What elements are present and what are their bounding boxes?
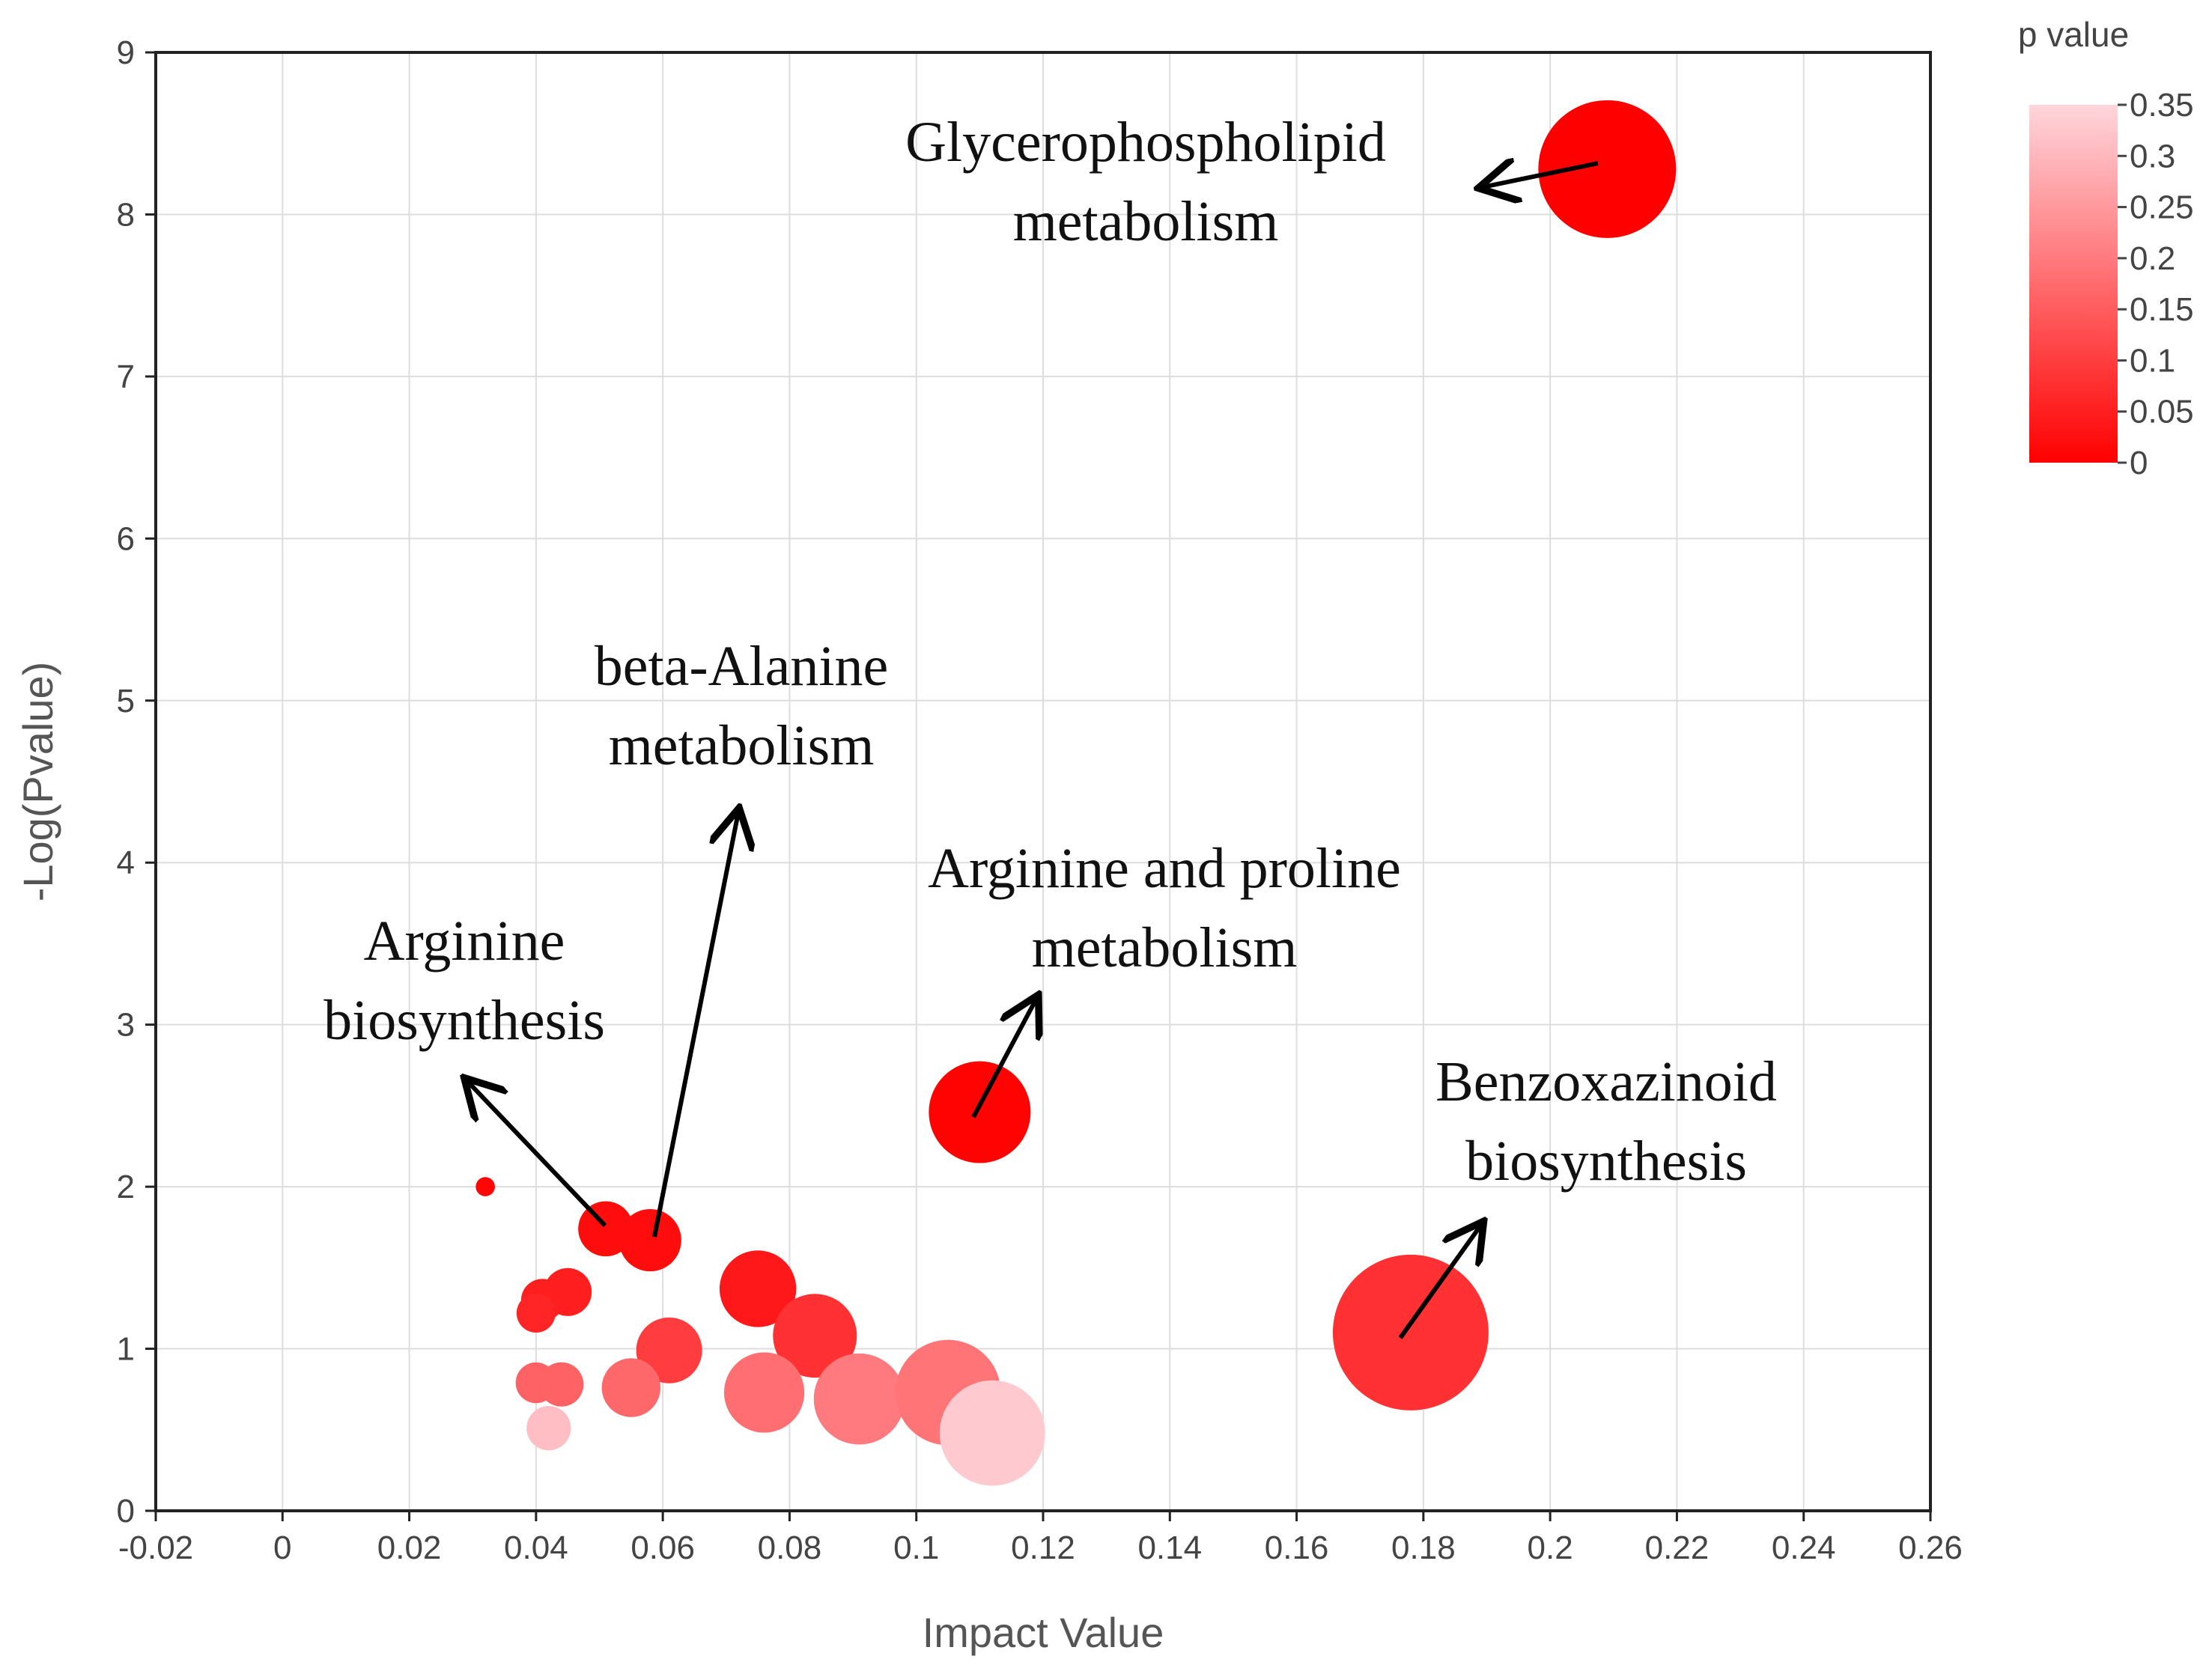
annotation-label: beta-Alanine metabolism [595,635,888,777]
y-tick-label: 5 [117,683,135,719]
y-tick-label: 7 [117,359,135,395]
annotation-line: biosynthesis [323,989,605,1052]
data-point [601,1358,661,1417]
data-point [475,1177,495,1196]
x-tick-label: 0.16 [1265,1530,1329,1566]
data-point [929,1061,1031,1163]
annotation-arrows [467,163,1599,1339]
y-tick-label: 2 [117,1169,135,1205]
annotation-label: Arginine biosynthesis [323,910,605,1052]
x-tick-label: 0 [273,1530,291,1566]
y-tick-label: 8 [117,196,135,233]
annotation-arrow [1398,1225,1481,1339]
x-tick-label: 0.04 [504,1530,568,1566]
y-tick-label: 4 [117,844,135,881]
data-point [1538,100,1677,238]
y-tick-label: 1 [117,1331,135,1368]
y-tick-label: 0 [117,1493,135,1530]
y-axis-title: -Log(Pvalue) [14,662,61,902]
colorbar-tick-label: 0.2 [2130,240,2175,277]
y-axis-ticks: 0 1 2 3 4 5 6 7 8 9 [117,34,156,1530]
annotation-label: Glycerophospholipid metabolism [905,111,1386,253]
colorbar-tick-label: 0.35 [2130,87,2194,124]
x-tick-label: 0.08 [758,1530,822,1566]
colorbar-title: p value [2018,15,2129,54]
annotation-line: Arginine and proline [928,837,1401,900]
annotation-line: metabolism [1013,190,1279,253]
x-tick-label: 0.18 [1391,1530,1456,1566]
data-point [773,1294,857,1378]
x-tick-label: 0.02 [377,1530,442,1566]
data-point [939,1380,1045,1486]
data-point [1332,1254,1489,1410]
x-tick-label: 0.06 [630,1530,695,1566]
annotation-arrow [971,999,1036,1119]
annotation-label: Benzoxazinoid biosynthesis [1435,1050,1777,1193]
colorbar-tick-label: 0.25 [2130,189,2194,226]
colorbar-gradient [2029,105,2118,463]
data-point [636,1317,702,1384]
data-point [539,1362,584,1407]
x-axis-title: Impact Value [923,1609,1164,1656]
data-point [526,1406,571,1451]
annotation-line: metabolism [1032,916,1298,979]
annotation-arrow [1483,163,1599,187]
annotations: Glycerophospholipidmetabolismbeta-Alanin… [323,111,1777,1193]
annotation-line: biosynthesis [1465,1130,1747,1193]
x-axis-ticks: -0.02 0 0.02 0.04 0.06 0.08 0.1 0.12 0.14 0.16 0.1… [118,1511,1963,1566]
y-tick-label: 3 [117,1007,135,1044]
colorbar-tick-label: 0.05 [2130,394,2194,430]
x-tick-label: 0.1 [893,1530,939,1566]
grid-lines [155,52,1931,1512]
x-tick-label: 0.22 [1645,1530,1710,1566]
x-tick-label: 0.26 [1898,1530,1963,1566]
annotation-arrow [467,1081,607,1228]
x-tick-label: 0.2 [1528,1530,1573,1566]
x-tick-label: 0.24 [1772,1530,1836,1566]
annotation-line: beta-Alanine [595,635,888,698]
annotation-line: metabolism [609,714,875,777]
x-tick-label: 0.12 [1011,1530,1075,1566]
y-tick-label: 6 [117,520,135,557]
colorbar-tick-label: 0.15 [2130,291,2194,328]
x-tick-label: 0.14 [1137,1530,1202,1566]
colorbar-tick-label: 0.1 [2130,342,2175,379]
colorbar-tick-label: 0 [2130,445,2148,481]
annotation-line: Glycerophospholipid [905,111,1386,174]
annotation-arrow [652,812,738,1238]
annotation-label: Arginine and proline metabolism [928,837,1401,979]
data-point [723,1352,805,1433]
data-points [475,100,1677,1486]
annotation-line: Arginine [364,910,565,973]
x-tick-label: -0.02 [118,1530,193,1566]
data-point [619,1208,681,1272]
colorbar-tick-label: 0.3 [2130,138,2175,174]
data-point [719,1250,797,1327]
annotation-line: Benzoxazinoid [1435,1050,1777,1113]
y-tick-label: 9 [117,34,135,71]
data-point [813,1353,905,1445]
data-point [516,1293,556,1333]
colorbar-legend: p value 0 0.05 0.1 0.15 0.2 0.25 0.3 0.35 [2018,15,2194,481]
colorbar-ticks: 0 0.05 0.1 0.15 0.2 0.25 0.3 0.35 [2118,87,2194,481]
